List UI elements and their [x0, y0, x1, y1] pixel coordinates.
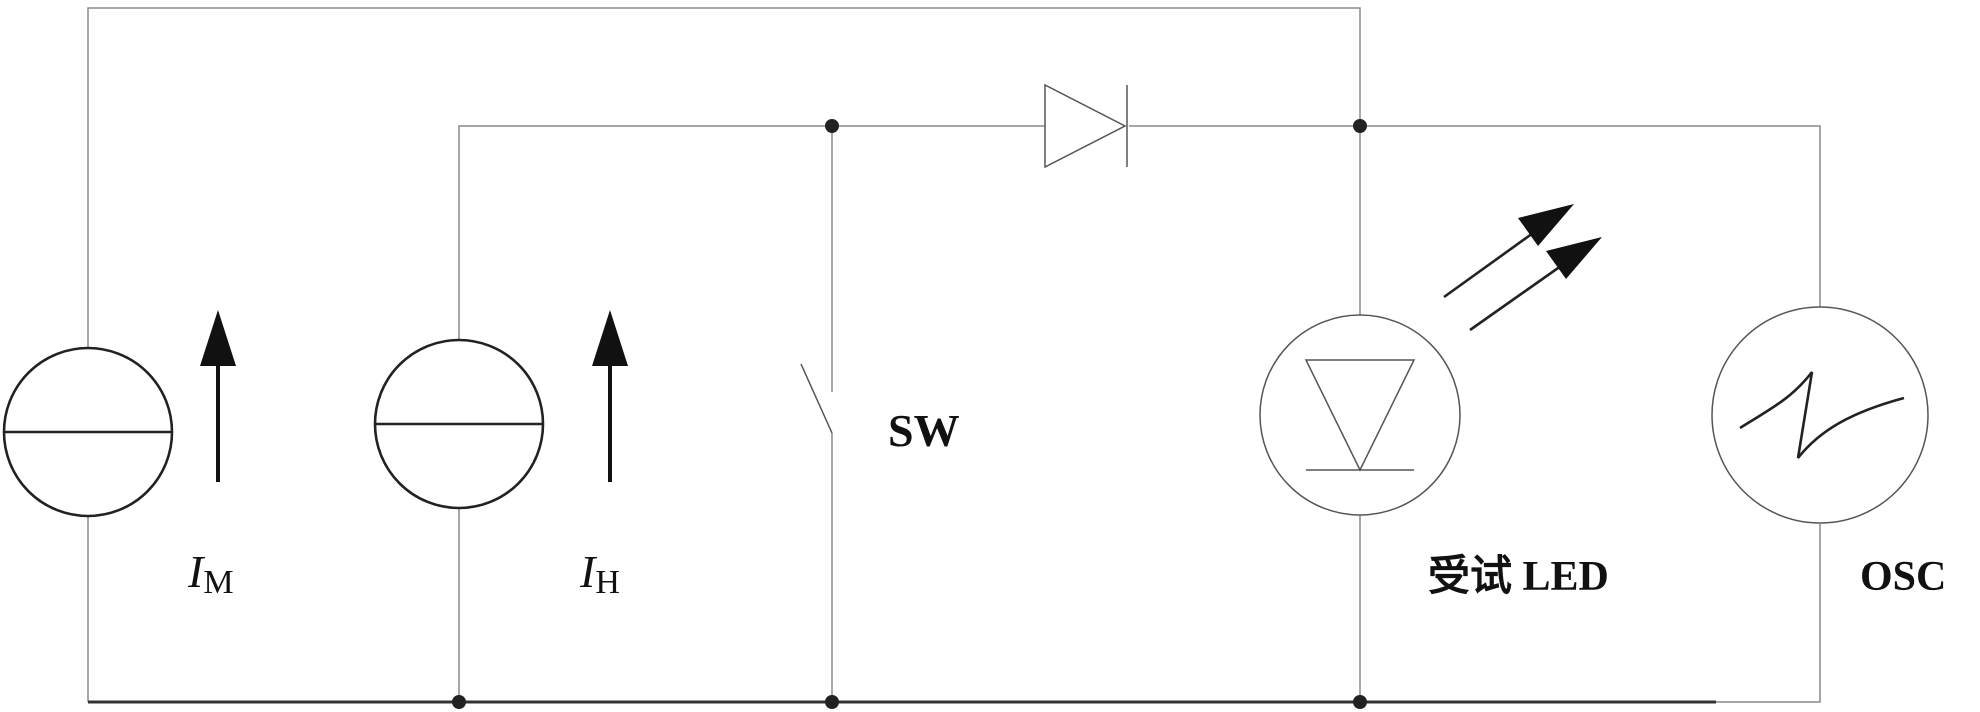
- light-arrow-2-head: [1546, 237, 1602, 279]
- wire-osc-bottom: [1716, 524, 1821, 703]
- light-arrow-2-shaft: [1469, 259, 1569, 332]
- current-source-im: [2, 346, 174, 518]
- osc-waveform-icon: [1739, 371, 1905, 459]
- wire-to-osc: [1360, 125, 1821, 307]
- junctions: [452, 119, 1367, 709]
- label-osc: OSC: [1860, 554, 1946, 600]
- junction-dot-led-top: [1353, 119, 1367, 133]
- label-im-symbol: I: [187, 546, 206, 597]
- current-arrow-im-head: [200, 310, 236, 366]
- junction-dot-ih-bottom: [452, 695, 466, 709]
- wire-upper-bus: [458, 125, 1045, 340]
- current-arrow-im: [200, 310, 236, 482]
- diode-symbol: [1044, 83, 1128, 169]
- label-ih-subscript: H: [595, 564, 620, 601]
- wires: [87, 7, 1821, 704]
- osc-circle: [1711, 306, 1929, 524]
- oscilloscope-symbol: [1711, 306, 1929, 524]
- led-symbol: [1259, 314, 1461, 516]
- wire-top-outer: [87, 7, 1361, 348]
- diode-triangle: [1044, 83, 1127, 169]
- label-ih-symbol: I: [579, 546, 598, 597]
- junction-dot-switch-bottom: [825, 695, 839, 709]
- label-im: IM: [187, 546, 234, 601]
- junction-dot-switch-top: [825, 119, 839, 133]
- light-arrow-1-head: [1518, 204, 1574, 246]
- label-ih: IH: [579, 546, 620, 601]
- light-arrow-1-shaft: [1443, 226, 1541, 299]
- current-arrow-ih: [592, 310, 628, 482]
- label-im-subscript: M: [203, 564, 233, 601]
- led-triangle: [1304, 359, 1416, 472]
- current-source-ih: [373, 338, 545, 510]
- label-led: 受试 LED: [1428, 553, 1609, 600]
- label-switch: SW: [888, 405, 960, 456]
- current-arrow-ih-head: [592, 310, 628, 366]
- light-emission-arrows: [1443, 204, 1602, 332]
- switch-blade: [800, 363, 833, 434]
- junction-dot-led-bottom: [1353, 695, 1367, 709]
